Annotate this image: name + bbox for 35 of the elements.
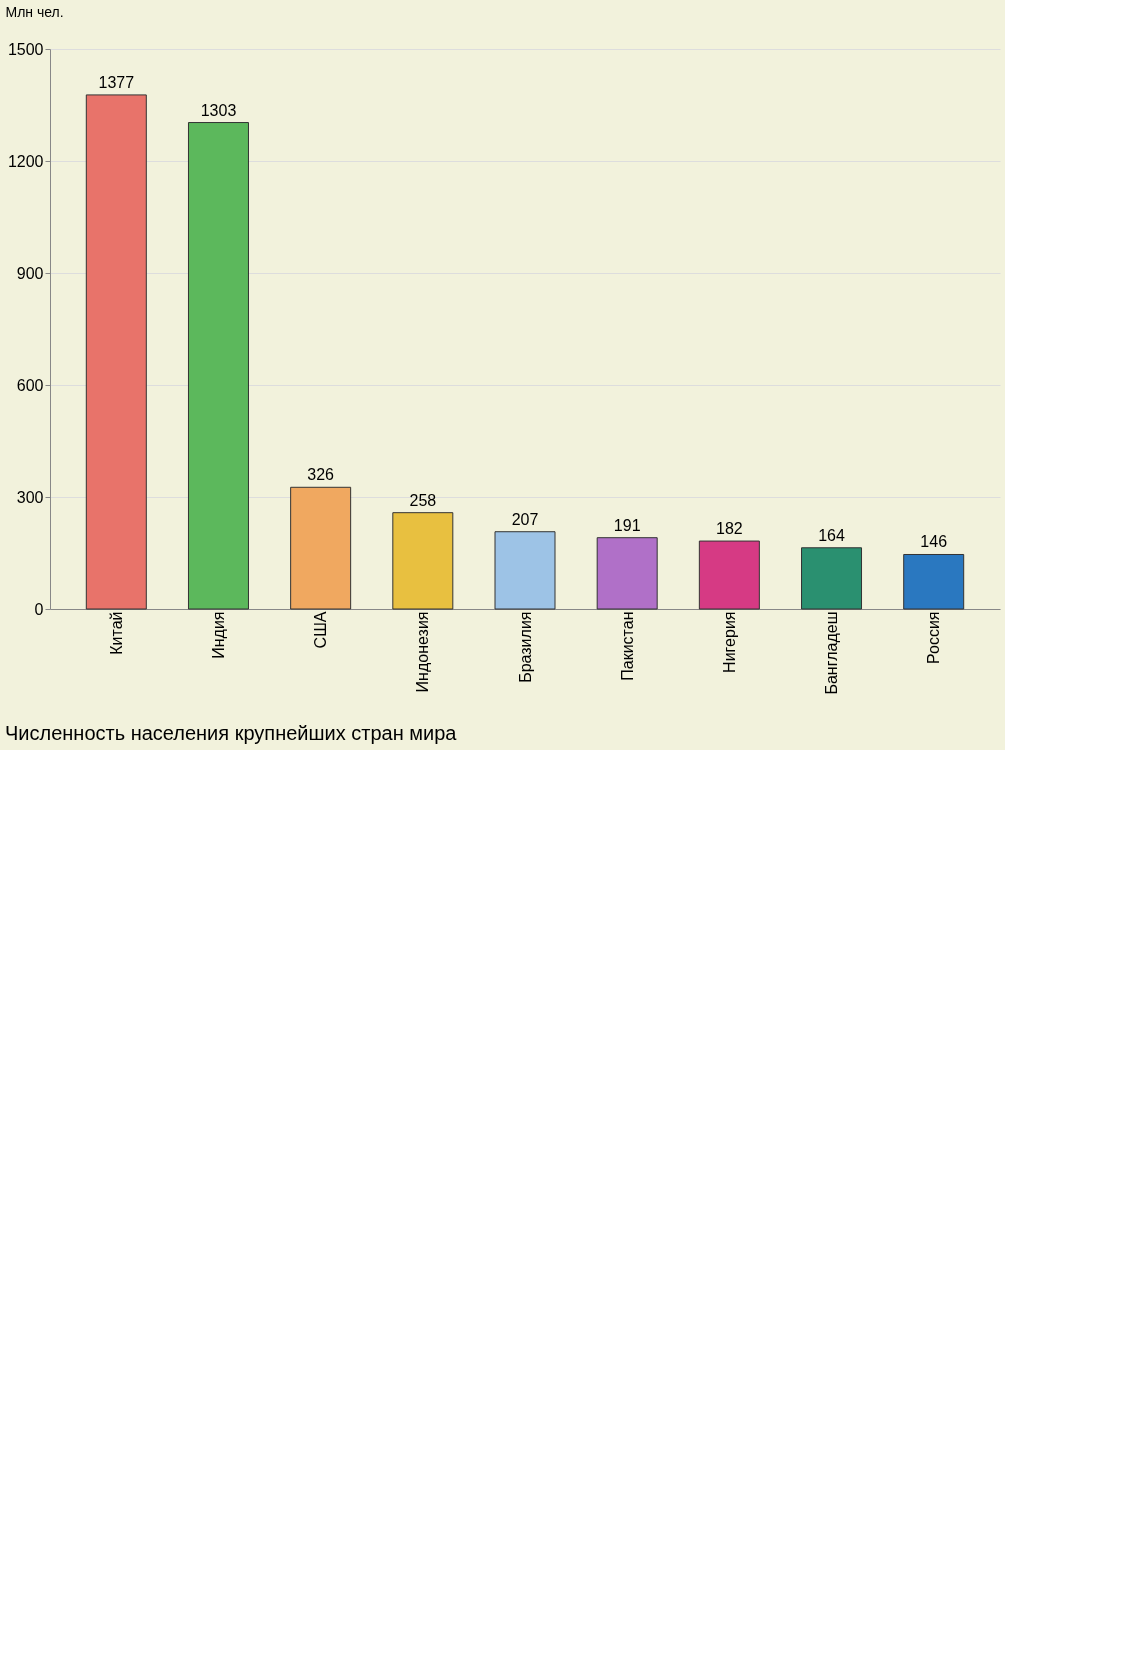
data-label: 182 xyxy=(716,520,743,538)
data-label: 207 xyxy=(511,510,539,528)
x-tick-label: Россия xyxy=(925,611,943,664)
y-tick-label: 600 xyxy=(16,376,44,394)
x-tick-label: Китай xyxy=(107,611,125,655)
bar xyxy=(290,486,352,610)
data-label: 146 xyxy=(920,533,948,551)
data-label: 1377 xyxy=(98,73,135,91)
y-axis-title: Млн чел. xyxy=(5,3,64,20)
bar xyxy=(596,537,658,610)
bar xyxy=(698,540,760,610)
data-label: 191 xyxy=(613,516,641,534)
text: Численность населения крупнейших стран мира xyxy=(5,722,458,745)
x-tick-label: Пакистан xyxy=(618,611,636,681)
bar xyxy=(903,553,965,610)
data-label: 164 xyxy=(818,526,845,544)
x-tick-label: Индия xyxy=(209,611,227,659)
x-tick-label: Бангладеш xyxy=(823,611,841,695)
y-tick-label: 0 xyxy=(34,600,44,618)
y-tick-label: 1200 xyxy=(7,152,44,170)
bar xyxy=(187,122,249,610)
x-tick-label: Индонезия xyxy=(414,611,432,693)
y-tick-label: 900 xyxy=(16,264,44,282)
bar xyxy=(85,94,147,610)
x-tick-label: США xyxy=(312,611,330,649)
y-tick-label: 1500 xyxy=(7,40,44,58)
data-label: 1303 xyxy=(200,101,237,119)
x-tick-label: Бразилия xyxy=(516,611,534,683)
bar xyxy=(392,512,454,610)
y-tick-label: 300 xyxy=(16,488,44,506)
data-label: 258 xyxy=(409,491,437,509)
data-label: 326 xyxy=(307,466,335,484)
bar xyxy=(801,547,863,610)
x-tick-label: Нигерия xyxy=(720,611,738,673)
bar xyxy=(494,531,556,610)
